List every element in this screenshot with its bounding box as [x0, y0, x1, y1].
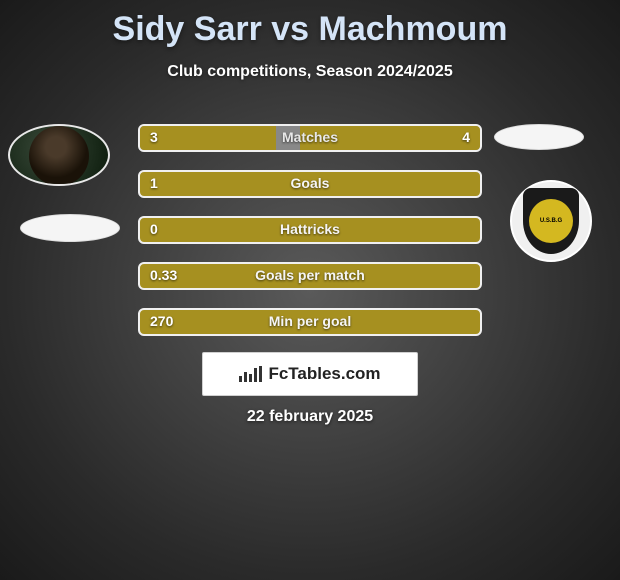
branding-box[interactable]: FcTables.com [202, 352, 418, 396]
stat-label: Min per goal [140, 313, 480, 329]
branding-text: FcTables.com [268, 364, 380, 384]
club-badge: U.S.B.G [523, 188, 579, 254]
stat-label: Goals [140, 175, 480, 191]
stat-row-matches: 3 Matches 4 [138, 124, 482, 152]
stat-label: Goals per match [140, 267, 480, 283]
stat-row-goals-per-match: 0.33 Goals per match [138, 262, 482, 290]
bar-chart-icon [239, 366, 262, 382]
stat-label: Matches [140, 129, 480, 145]
player-left-avatar [8, 124, 110, 186]
player-right-avatar: U.S.B.G [510, 180, 592, 262]
subtitle: Club competitions, Season 2024/2025 [0, 63, 620, 81]
avatar-inner [29, 126, 89, 186]
player-left-flag [20, 214, 120, 242]
stats-container: 3 Matches 4 1 Goals 0 Hattricks 0.33 Goa… [138, 124, 482, 354]
club-badge-circle: U.S.B.G [529, 199, 573, 243]
page-title: Sidy Sarr vs Machmoum [0, 0, 620, 49]
stat-right-value: 4 [462, 129, 470, 145]
player-right-flag [494, 124, 584, 150]
stat-row-goals: 1 Goals [138, 170, 482, 198]
stat-row-hattricks: 0 Hattricks [138, 216, 482, 244]
stat-row-min-per-goal: 270 Min per goal [138, 308, 482, 336]
date-text: 22 february 2025 [0, 408, 620, 426]
stat-label: Hattricks [140, 221, 480, 237]
